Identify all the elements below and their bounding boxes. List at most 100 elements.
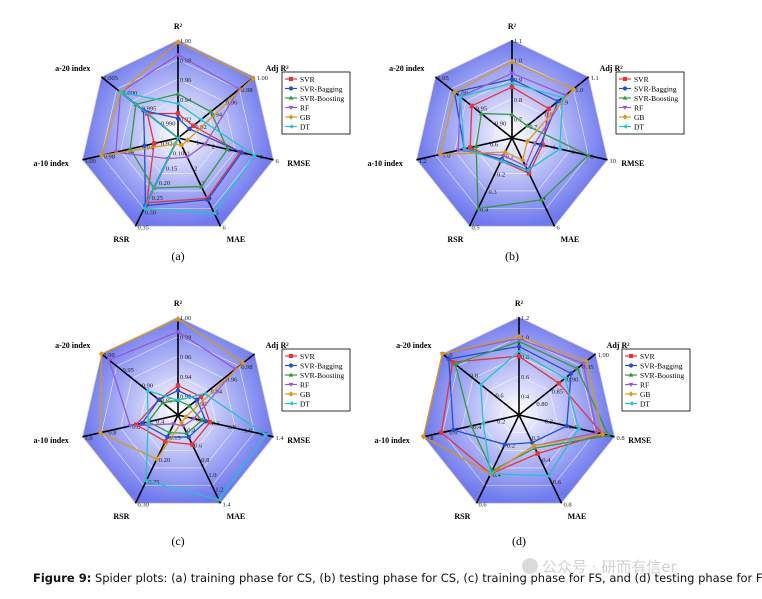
axis-label-mae: MAE <box>561 235 580 244</box>
tick-label: 1.2 <box>260 431 268 438</box>
tick-label: 0.30 <box>145 210 156 217</box>
tick-label: 0.96 <box>180 354 192 361</box>
axis-label-adj-r: Adj R² <box>266 64 290 73</box>
series-point-svr-boosting <box>478 110 484 116</box>
series-point-rf <box>455 148 461 153</box>
tick-label: 0.96 <box>226 99 238 106</box>
tick-label: 1.00 <box>84 158 95 165</box>
series-point-dt <box>175 135 180 141</box>
series-point-dt <box>175 397 180 403</box>
legend-marker-svr <box>628 353 634 359</box>
series-point-gb <box>154 456 160 463</box>
series-point-svr-boosting <box>127 146 133 151</box>
series-point-dt <box>144 388 150 393</box>
tick-label: 0.4 <box>521 393 530 400</box>
axis-label-r: R² <box>174 299 183 308</box>
series-point-gb <box>183 413 189 420</box>
tick-label: 1.1 <box>514 38 522 45</box>
tick-label: 0.8 <box>521 354 529 361</box>
axis-label-rmse: RMSE <box>287 436 310 445</box>
tick-label: 0.6 <box>194 442 203 449</box>
series-point-gb <box>600 431 606 437</box>
series-point-dt <box>488 471 493 477</box>
series-point-svr-bagging <box>516 344 522 349</box>
series-point-svr-bagging <box>165 434 170 440</box>
legend-marker-svr-bagging <box>288 363 294 368</box>
grid-ring <box>139 375 217 451</box>
series-point-svr-boosting <box>160 400 166 405</box>
legend-marker-gb <box>622 114 628 120</box>
axis-label-mae: MAE <box>227 512 246 521</box>
grid-ring <box>442 336 596 486</box>
series-point-dt <box>141 206 146 212</box>
tick-label: 0.98 <box>241 87 252 94</box>
tick-label: 0.98 <box>104 153 115 160</box>
axis-label-rmse: RMSE <box>287 159 310 168</box>
tick-label: 1.0 <box>514 58 522 65</box>
series-line-gb <box>99 318 245 460</box>
tick-label: 4 <box>244 151 248 158</box>
series-point-svr <box>526 171 532 176</box>
series-point-svr-bagging <box>187 126 192 132</box>
series-point-svr-boosting <box>167 430 172 435</box>
tick-label: 0.2 <box>507 442 515 449</box>
grid-ring <box>120 355 236 469</box>
axis-label-r: R² <box>515 299 524 308</box>
series-point-rf <box>191 416 197 422</box>
tick-label: 1.00 <box>103 352 114 359</box>
tick-label: 2 <box>194 165 197 172</box>
tick-label: 1.0 <box>521 335 529 342</box>
legend-box <box>615 71 685 135</box>
tick-label: 0.8 <box>425 435 433 442</box>
series-point-svr-boosting <box>199 417 205 423</box>
tick-label: 1.2 <box>418 158 426 165</box>
series-point-rf <box>509 71 515 76</box>
axis-spoke <box>177 137 222 227</box>
series-point-svr-bagging <box>239 150 244 155</box>
panel-label: (a) <box>171 249 184 263</box>
series-point-gb <box>179 419 184 426</box>
radar-panel-4: 0.40.60.81.01.20.800.850.900.951.000.20.… <box>374 299 691 548</box>
series-point-svr-bagging <box>555 99 561 104</box>
series-line-svr-boosting <box>129 93 229 189</box>
series-line-rf <box>115 53 241 160</box>
axis-label-a-10-index: a-10 index <box>374 436 409 445</box>
legend-marker-rf <box>288 105 294 111</box>
series-point-svr-boosting <box>224 146 230 152</box>
series-point-svr <box>198 394 204 399</box>
series-line-svr-boosting <box>147 399 203 435</box>
series-point-gb <box>97 429 103 436</box>
axis-label-rsr: RSR <box>454 512 470 521</box>
axis-label-a-10-index: a-10 index <box>33 436 68 445</box>
series-point-gb <box>452 89 457 96</box>
tick-label: 1.0 <box>84 435 92 442</box>
tick-label: 0.92 <box>195 401 206 408</box>
series-point-dt <box>516 348 521 354</box>
tick-label: 0.35 <box>137 224 148 231</box>
watermark: 公众号 · 研而有信er <box>522 556 752 580</box>
panel-label: (c) <box>171 534 184 548</box>
panel-label: (b) <box>505 249 519 263</box>
axis-label-rsr: RSR <box>447 235 463 244</box>
axis-label-adj-r: Adj R² <box>600 64 624 73</box>
legend-marker-svr-boosting <box>288 372 294 377</box>
series-point-svr-bagging <box>538 142 543 147</box>
axis-label-mae: MAE <box>568 512 587 521</box>
series-line-gb <box>439 60 575 161</box>
axis-spoke <box>518 414 563 504</box>
series-point-gb <box>421 433 426 440</box>
tick-label: 1.0 <box>244 428 252 435</box>
series-point-rf <box>175 329 181 335</box>
series-point-rf <box>175 52 181 58</box>
series-point-gb <box>516 333 522 340</box>
tick-label: 6 <box>223 224 227 231</box>
axis-label-a-20-index: a-20 index <box>396 341 431 350</box>
tick-label: 0.4 <box>473 424 482 431</box>
tick-label: 6 <box>276 158 280 165</box>
legend-entry-gb: GB <box>300 113 310 122</box>
tick-label: 0.94 <box>180 97 192 104</box>
series-point-dt <box>478 382 483 387</box>
series-point-gb <box>240 360 246 366</box>
tick-label: 0.2 <box>497 171 505 178</box>
series-point-svr-bagging <box>205 197 210 203</box>
